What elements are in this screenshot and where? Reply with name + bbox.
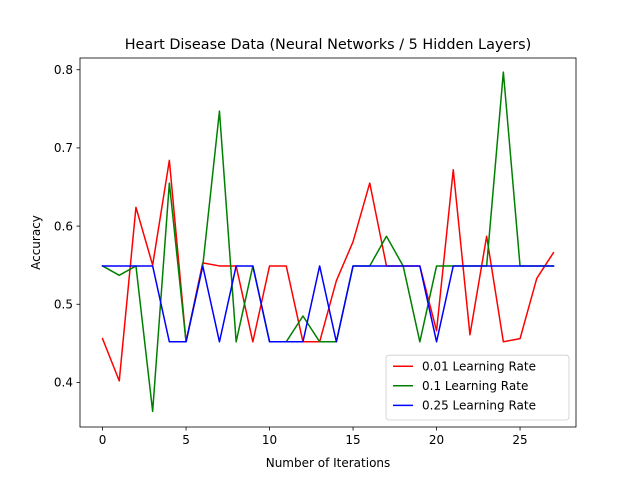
y-tick-label: 0.4 (54, 376, 73, 390)
legend-label-1: 0.01 Learning Rate (422, 360, 536, 374)
series-line-1 (101, 159, 555, 382)
x-tick-label: 0 (99, 433, 107, 447)
legend-label-3: 0.25 Learning Rate (422, 399, 536, 413)
x-tick-label: 25 (512, 433, 527, 447)
y-tick-label: 0.7 (54, 141, 73, 155)
chart-title: Heart Disease Data (Neural Networks / 5 … (125, 37, 532, 53)
plot-frame (79, 57, 577, 428)
x-axis-label: Number of Iterations (266, 456, 391, 470)
y-tick-label: 0.6 (54, 219, 73, 233)
x-tick-label: 15 (345, 433, 360, 447)
x-tick-label: 5 (182, 433, 190, 447)
x-tick-label: 10 (262, 433, 277, 447)
legend: 0.01 Learning Rate 0.1 Learning Rate 0.25 … (385, 354, 570, 421)
y-axis-label: Accuracy (29, 215, 43, 270)
y-tick-label: 0.8 (54, 63, 73, 77)
legend-label-2: 0.1 Learning Rate (422, 379, 528, 393)
legend-box (385, 354, 570, 421)
x-axis-ticks: 0 5 10 15 20 25 (99, 427, 528, 447)
series-layer (101, 71, 555, 413)
y-tick-label: 0.5 (54, 298, 73, 312)
y-axis-ticks: 0.4 0.5 0.6 0.7 0.8 (54, 63, 80, 390)
series-line-3 (101, 265, 555, 343)
x-tick-label: 20 (429, 433, 444, 447)
